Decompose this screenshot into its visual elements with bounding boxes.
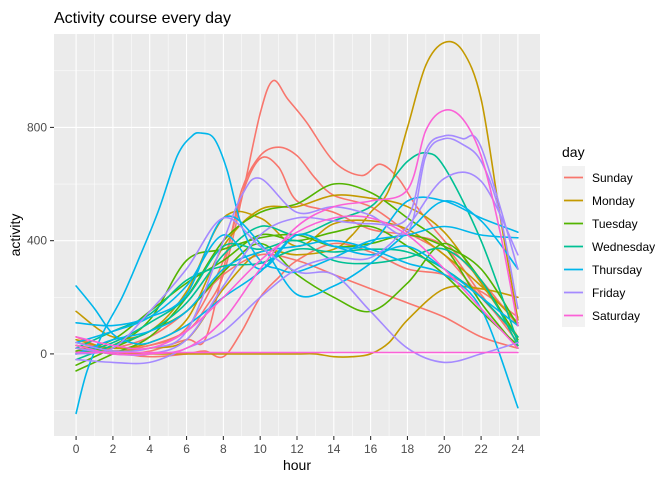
series-line-monday [75, 285, 519, 358]
series-line-thursday [75, 239, 519, 409]
legend-title: day [562, 144, 585, 160]
x-tick-label: 18 [401, 442, 415, 456]
series-line-wednesday [75, 239, 519, 355]
x-tick-label: 24 [511, 442, 525, 456]
x-tick-label: 6 [183, 442, 190, 456]
x-tick-label: 22 [474, 442, 488, 456]
x-axis-label: hour [283, 457, 311, 473]
legend-label-wednesday: Wednesday [592, 240, 655, 254]
x-axis: 0 2 4 6 8 10 12 14 16 18 20 22 24 [73, 436, 525, 456]
series-line-friday [75, 216, 519, 364]
y-axis-label: activity [7, 214, 23, 257]
legend-label-tuesday: Tuesday [592, 217, 638, 231]
series-line-thursday [75, 131, 519, 415]
y-tick-label: 400 [27, 234, 47, 248]
legend-label-saturday: Saturday [592, 309, 640, 323]
x-tick-label: 10 [254, 442, 268, 456]
x-tick-label: 12 [290, 442, 304, 456]
y-tick-label: 0 [40, 347, 47, 361]
x-tick-label: 2 [110, 442, 117, 456]
legend-label-friday: Friday [592, 286, 625, 300]
series-line-saturday [75, 215, 519, 350]
x-tick-label: 14 [327, 442, 341, 456]
series-line-friday [75, 171, 519, 365]
series-line-friday [75, 134, 519, 356]
x-tick-label: 4 [146, 442, 153, 456]
x-tick-label: 20 [438, 442, 452, 456]
x-tick-label: 0 [73, 442, 80, 456]
y-tick-label: 800 [27, 120, 47, 134]
legend-label-monday: Monday [592, 194, 635, 208]
series-lines [75, 40, 519, 415]
y-axis: 0 400 800 [27, 120, 54, 361]
series-line-sunday [75, 146, 519, 350]
series-line-wednesday [75, 151, 519, 361]
chart-title: Activity course every day [54, 10, 231, 27]
legend-label-sunday: Sunday [592, 171, 633, 185]
legend: day Sunday Monday Tuesday Wednesday Thursday… [562, 144, 655, 327]
x-tick-label: 8 [220, 442, 227, 456]
legend-label-thursday: Thursday [592, 263, 642, 277]
x-tick-label: 16 [364, 442, 378, 456]
